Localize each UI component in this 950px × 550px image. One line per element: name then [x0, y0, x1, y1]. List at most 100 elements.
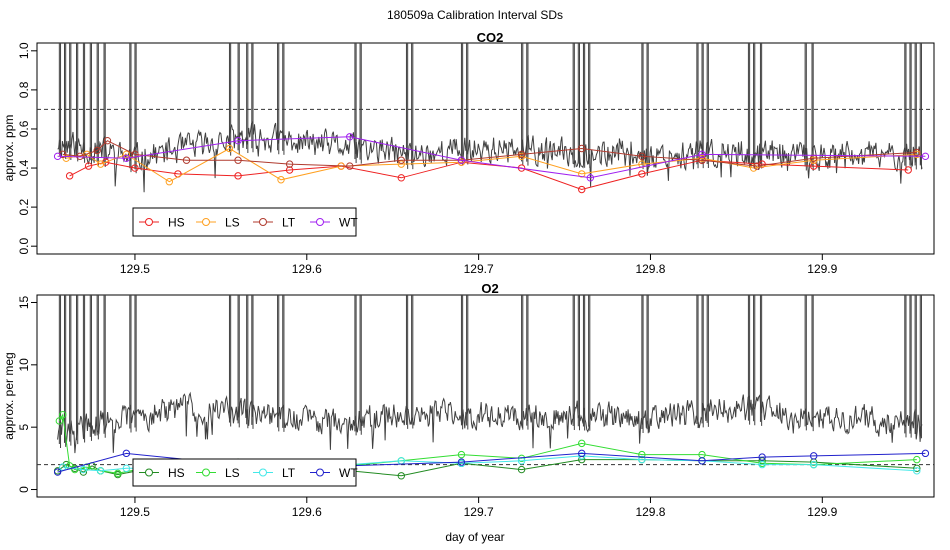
- co2-point-hs: [285, 166, 294, 174]
- co2-point-hs: [84, 162, 93, 170]
- o2-y-tick-label: 15: [17, 295, 31, 309]
- co2-point-lt: [76, 152, 84, 161]
- co2-point-hs: [578, 185, 586, 194]
- co2-legend-swatch-marker: [259, 218, 267, 226]
- co2-point-ls: [122, 150, 131, 159]
- co2-point-hs: [904, 166, 912, 174]
- co2-y-tick-label: 0.2: [17, 198, 31, 215]
- o2-point-wt: [53, 468, 62, 476]
- co2-series-line-hs: [69, 159, 909, 191]
- o2-point-ls: [55, 417, 64, 425]
- o2-point-ls: [457, 450, 466, 459]
- co2-x-tick-label: 129.9: [807, 262, 837, 276]
- co2-residual-line: [57, 120, 923, 193]
- co2-point-lt: [578, 144, 586, 153]
- co2-point-wt: [346, 133, 354, 141]
- o2-point-lt: [810, 460, 818, 469]
- o2-y-tick-label: 0: [17, 486, 31, 493]
- co2-legend-label-ls: LS: [225, 216, 240, 230]
- o2-point-lt: [758, 460, 766, 469]
- co2-point-ls: [698, 154, 706, 162]
- co2-point-ls: [517, 152, 526, 161]
- co2-legend-label-wt: WT: [339, 216, 358, 230]
- o2-legend-swatch-marker: [316, 468, 324, 477]
- co2-series-group: [53, 133, 930, 194]
- co2-panel: CO2 0.00.20.40.60.81.0 129.5 129.6 129.7 12…: [2, 30, 935, 276]
- o2-x-tick-label: 129.9: [807, 505, 837, 519]
- co2-point-wt: [53, 152, 62, 161]
- co2-x-axis: 129.5 129.6 129.7 129.8 129.9: [120, 254, 838, 276]
- o2-panel-title: O2: [481, 281, 498, 296]
- co2-y-tick-label: 0.0: [17, 238, 31, 255]
- o2-point-ls: [913, 455, 921, 464]
- co2-y-axis: 0.0 0.2 0.4 0.6 0.8 1.0: [17, 42, 37, 255]
- o2-point-wt: [578, 449, 586, 458]
- o2-point-ls: [578, 439, 586, 448]
- co2-point-hs: [810, 162, 818, 170]
- co2-point-lt: [285, 160, 294, 168]
- o2-point-ls: [114, 469, 122, 478]
- co2-point-wt: [457, 156, 466, 164]
- co2-point-ls: [96, 160, 105, 168]
- co2-point-lt: [753, 162, 761, 170]
- o2-legend-swatch-marker: [145, 468, 153, 477]
- co2-series-line-wt: [57, 136, 926, 179]
- o2-residual-trace: [57, 295, 923, 454]
- o2-y-tick-label: 5: [17, 424, 31, 431]
- o2-y-tick-label: 10: [17, 358, 31, 372]
- o2-panel: O2 0 5 10 15 129.5 129.6 129.7 129.8 129.9 appr…: [2, 281, 935, 519]
- co2-series-line-lt: [62, 140, 917, 167]
- co2-point-lt: [913, 148, 921, 157]
- o2-x-tick-label: 129.7: [464, 505, 494, 519]
- o2-legend-swatch-marker: [259, 468, 267, 477]
- figure-title: 180509a Calibration Interval SDs: [387, 8, 563, 22]
- o2-point-hs: [913, 464, 921, 473]
- o2-point-lt: [122, 464, 131, 473]
- co2-point-wt: [586, 174, 595, 182]
- co2-point-ls: [165, 178, 174, 186]
- o2-point-hs: [397, 472, 405, 480]
- o2-point-wt: [457, 458, 466, 466]
- o2-legend-swatch-marker: [202, 468, 210, 477]
- co2-point-lt: [397, 156, 405, 164]
- o2-y-axis-label: approx. per meg: [2, 352, 16, 439]
- co2-residual-trace: [57, 43, 923, 193]
- co2-point-lt: [59, 150, 67, 159]
- o2-legend-label-hs: HS: [168, 466, 185, 480]
- co2-y-tick-label: 0.8: [17, 81, 31, 98]
- co2-legend-swatch-marker: [202, 218, 210, 226]
- o2-point-wt: [122, 449, 131, 458]
- o2-point-wt: [758, 453, 766, 461]
- o2-y-axis: 0 5 10 15: [17, 295, 37, 493]
- co2-point-wt: [122, 154, 131, 162]
- o2-residual-line: [57, 391, 923, 454]
- co2-point-ls: [457, 158, 466, 166]
- co2-y-axis-label: approx. ppm: [2, 115, 16, 182]
- co2-point-wt: [234, 136, 242, 145]
- co2-point-ls: [277, 176, 285, 184]
- co2-point-lt: [93, 146, 101, 155]
- co2-legend-label-hs: HS: [168, 216, 185, 230]
- o2-point-wt: [698, 457, 706, 465]
- co2-point-lt: [182, 156, 191, 164]
- o2-legend-label-wt: WT: [339, 466, 358, 480]
- co2-point-hs: [397, 174, 405, 182]
- o2-point-lt: [578, 452, 586, 460]
- co2-series-wt: [53, 133, 930, 182]
- co2-legend-swatch-marker: [316, 218, 324, 226]
- co2-point-ls: [913, 150, 921, 159]
- o2-plot-frame: [36, 294, 935, 498]
- co2-plot-frame: [36, 42, 935, 255]
- co2-point-hs: [131, 164, 139, 172]
- co2-point-hs: [65, 172, 74, 180]
- o2-point-hs: [517, 465, 526, 474]
- o2-point-ls: [638, 450, 646, 459]
- co2-point-lt: [131, 150, 139, 159]
- co2-point-ls: [225, 144, 234, 153]
- co2-x-tick-label: 129.7: [464, 262, 494, 276]
- co2-point-lt: [234, 156, 242, 164]
- o2-point-wt: [810, 452, 818, 460]
- o2-point-hs: [758, 457, 766, 465]
- co2-series-lt: [59, 136, 921, 170]
